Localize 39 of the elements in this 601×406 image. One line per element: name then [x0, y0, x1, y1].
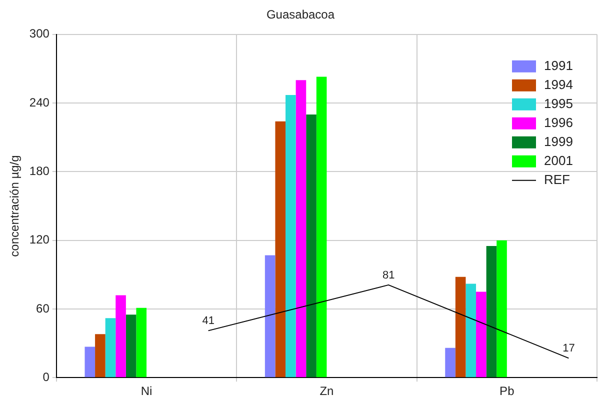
y-tick-label: 120: [29, 232, 50, 247]
bar: [445, 348, 456, 378]
data-label: 41: [202, 315, 215, 328]
bar: [116, 295, 126, 378]
legend-label: 1994: [544, 76, 573, 92]
y-tick-label: 300: [29, 26, 50, 41]
y-tick-label: 240: [29, 95, 50, 110]
y-axis-title: concentración µg/g: [8, 155, 22, 257]
x-tick-label: Ni: [140, 384, 152, 398]
legend-label: 1995: [544, 96, 573, 111]
bar: [105, 318, 116, 378]
bar: [466, 284, 476, 378]
bar: [316, 76, 327, 378]
bar: [275, 121, 286, 378]
legend-label: 1999: [544, 134, 573, 149]
bar: [296, 80, 306, 378]
bar: [84, 346, 96, 378]
bar: [476, 292, 486, 378]
bar: [286, 95, 296, 378]
legend-label: REF: [544, 172, 570, 187]
y-tick-label: 0: [42, 370, 50, 384]
data-label: 17: [562, 342, 575, 355]
y-tick-label: 180: [29, 164, 50, 178]
chart-title: Guasabacoa: [266, 8, 335, 22]
bar: [455, 276, 466, 378]
y-tick-label: 60: [36, 301, 50, 316]
bar: [126, 314, 136, 378]
data-label: 81: [382, 269, 395, 282]
bar: [496, 240, 507, 378]
x-tick-label: Pb: [500, 384, 515, 398]
bar: [136, 308, 147, 378]
legend-label: 1991: [544, 58, 573, 73]
legend-label: 1996: [544, 114, 573, 130]
bar: [486, 246, 497, 378]
bar: [264, 255, 276, 378]
bar: [95, 334, 106, 378]
legend-label: 2001: [544, 152, 573, 168]
x-tick-label: Zn: [320, 384, 334, 398]
bar: [306, 114, 316, 378]
